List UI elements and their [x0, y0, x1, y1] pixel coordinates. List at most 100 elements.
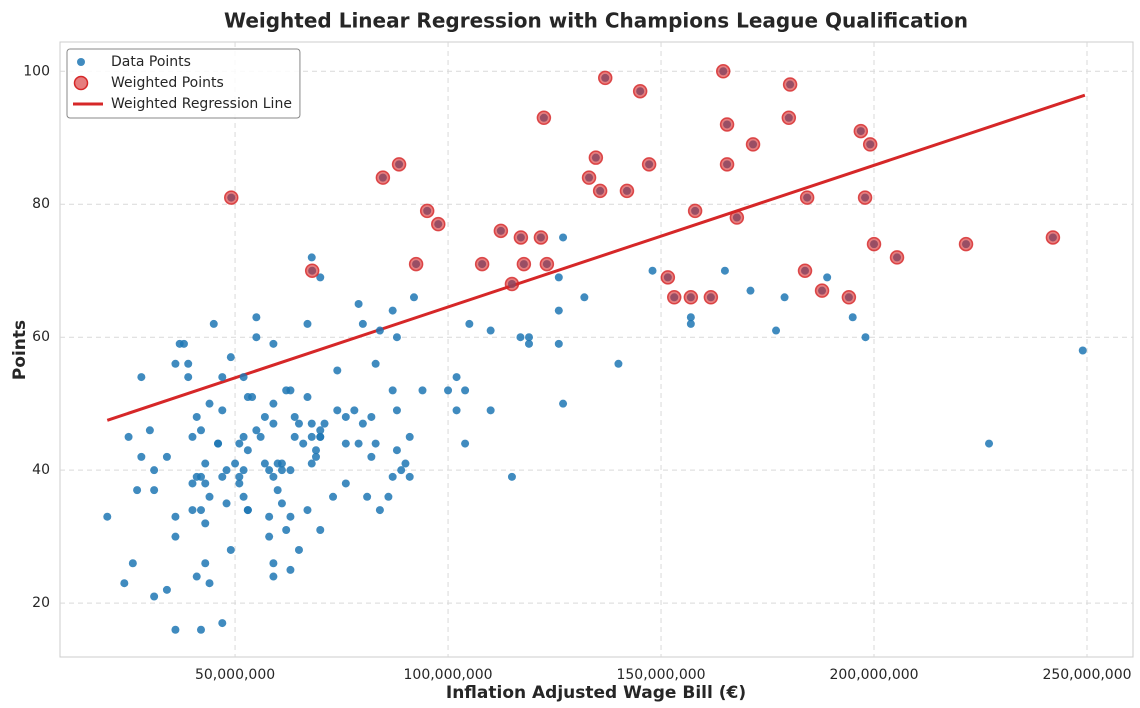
- data-point: [196, 506, 205, 515]
- data-point: [239, 373, 248, 382]
- data-point: [273, 486, 282, 495]
- data-point: [205, 492, 214, 501]
- data-point: [248, 393, 257, 402]
- x-tick-label: 200,000,000: [829, 667, 918, 683]
- x-axis-label: Inflation Adjusted Wage Bill (€): [446, 683, 746, 703]
- data-point: [214, 439, 223, 448]
- data-point: [452, 373, 461, 382]
- weighted-point: [419, 203, 435, 219]
- data-point: [384, 492, 393, 501]
- data-point: [196, 472, 205, 481]
- data-point: [124, 432, 133, 441]
- legend-box: [66, 48, 301, 119]
- weighted-point: [745, 137, 761, 152]
- weighted-point: [597, 70, 613, 86]
- data-point: [239, 432, 248, 441]
- data-point: [252, 426, 261, 435]
- data-point: [354, 299, 363, 308]
- data-point: [312, 452, 321, 461]
- x-tick-label: 100,000,000: [404, 667, 493, 683]
- data-point: [231, 459, 240, 468]
- weighted-point: [814, 283, 830, 298]
- data-point: [201, 559, 210, 568]
- weighted-point: [504, 276, 520, 292]
- data-point: [516, 333, 525, 342]
- x-tick-label: 150,000,000: [616, 667, 705, 683]
- data-point: [861, 333, 870, 342]
- data-point: [286, 565, 295, 574]
- data-point: [137, 373, 146, 382]
- data-point: [235, 472, 244, 481]
- data-point: [196, 426, 205, 435]
- data-point: [333, 406, 342, 415]
- data-point: [277, 499, 286, 508]
- data-point: [341, 412, 350, 421]
- data-point: [648, 266, 657, 275]
- data-point: [179, 339, 188, 348]
- data-point: [507, 472, 516, 481]
- data-point: [201, 459, 210, 468]
- data-point: [316, 526, 325, 535]
- data-point: [299, 439, 308, 448]
- data-point: [358, 419, 367, 428]
- weighted-point: [660, 270, 676, 285]
- data-point: [358, 319, 367, 328]
- data-point: [222, 466, 231, 475]
- weighted-point: [666, 290, 682, 305]
- data-point: [184, 359, 193, 368]
- data-point: [235, 439, 244, 448]
- data-point: [243, 506, 252, 515]
- data-point: [985, 439, 994, 448]
- data-point: [320, 419, 329, 428]
- data-point: [418, 386, 427, 395]
- data-point: [461, 439, 470, 448]
- data-point: [405, 432, 414, 441]
- data-point: [686, 313, 695, 322]
- data-point: [312, 446, 321, 455]
- data-point: [409, 293, 418, 302]
- data-point: [205, 399, 214, 408]
- data-point: [341, 479, 350, 488]
- weighted-point: [1045, 230, 1061, 245]
- data-point: [137, 452, 146, 461]
- weighted-point: [619, 183, 635, 199]
- regression-line: [106, 93, 1086, 422]
- data-point: [205, 579, 214, 588]
- data-point: [218, 619, 227, 628]
- data-point: [746, 286, 755, 295]
- data-point: [686, 319, 695, 328]
- data-point: [269, 559, 278, 568]
- data-point: [316, 273, 325, 282]
- data-point: [252, 313, 261, 322]
- legend-label: Weighted Regression Line: [111, 96, 292, 112]
- data-point: [363, 492, 372, 501]
- data-point: [375, 506, 384, 515]
- data-point: [103, 512, 112, 521]
- weighted-point: [632, 83, 648, 99]
- data-point: [269, 472, 278, 481]
- data-point: [260, 412, 269, 421]
- y-tick-label: 80: [32, 196, 50, 212]
- data-point: [392, 406, 401, 415]
- weighted-point: [539, 256, 555, 272]
- data-point: [171, 359, 180, 368]
- grid: [60, 42, 1133, 657]
- data-point: [1078, 346, 1087, 355]
- data-point: [401, 459, 410, 468]
- data-point: [720, 266, 729, 275]
- weighted-point: [782, 77, 798, 92]
- weighted-point: [516, 256, 532, 272]
- data-point: [286, 512, 295, 521]
- data-point: [286, 466, 295, 475]
- data-point: [265, 466, 274, 475]
- data-point: [150, 466, 159, 475]
- data-point: [367, 452, 376, 461]
- data-point: [772, 326, 781, 335]
- data-point: [269, 419, 278, 428]
- legend: Data Points Weighted Points Weighted Regre…: [66, 48, 301, 119]
- data-point: [150, 486, 159, 495]
- data-point: [371, 439, 380, 448]
- data-point: [486, 326, 495, 335]
